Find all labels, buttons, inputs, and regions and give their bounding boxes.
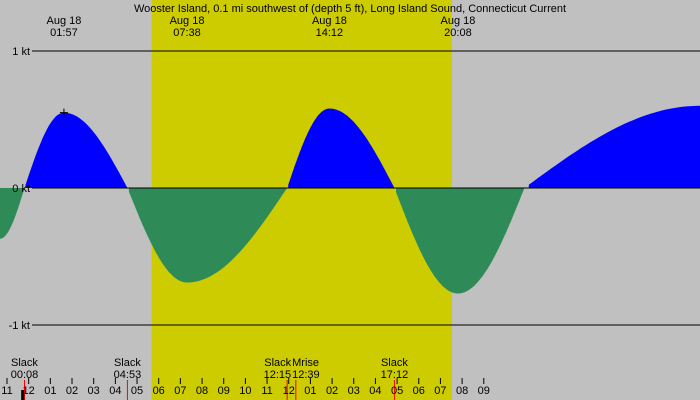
event-time-label: 17:12 <box>381 369 409 381</box>
x-tick-label: 03 <box>88 385 100 397</box>
flood-area <box>288 108 395 188</box>
y-tick-label: 1 kt <box>12 46 30 58</box>
x-tick-label: 06 <box>413 385 425 397</box>
x-tick-label: 05 <box>391 385 403 397</box>
current-curve <box>0 105 700 294</box>
peak-time-label: 01:57 <box>50 27 78 39</box>
ebb-area <box>0 188 25 239</box>
flood-area <box>528 105 700 188</box>
x-axis-ticks: 11 12 01 02 03 04 05 06 07 08 09 10 11 12 01 02 03 04 05 06… <box>1 378 490 400</box>
x-tick-label: 05 <box>131 385 143 397</box>
peak-time-label: 20:08 <box>444 27 472 39</box>
x-tick-label: 11 <box>1 385 12 397</box>
flood-area <box>25 112 128 188</box>
x-tick-label: 09 <box>218 385 230 397</box>
event-name-label: Slack <box>114 357 141 369</box>
x-tick-label: 01 <box>304 385 316 397</box>
y-tick-label: 0 kt <box>12 183 30 195</box>
peak-marker <box>59 108 68 117</box>
x-tick-label: 04 <box>109 385 121 397</box>
x-tick-label: 02 <box>326 385 338 397</box>
event-name-label: Slack <box>381 357 408 369</box>
event-name-label: Mrise <box>292 357 319 369</box>
x-tick-label: 11 <box>261 385 272 397</box>
x-tick-label: 04 <box>369 385 381 397</box>
x-tick-label: 01 <box>44 385 56 397</box>
event-time-label: 12:39 <box>292 369 320 381</box>
peak-date-label: Aug 18 <box>170 15 205 27</box>
x-tick-label: 12 <box>23 385 35 397</box>
x-tick-label: 02 <box>66 385 78 397</box>
ebb-area <box>396 188 525 294</box>
x-tick-label: 03 <box>348 385 360 397</box>
x-tick-label: 12 <box>283 385 295 397</box>
x-tick-label: 08 <box>196 385 208 397</box>
event-time-label: 00:08 <box>11 369 39 381</box>
ebb-area <box>128 188 288 283</box>
chart-title: Wooster Island, 0.1 mi southwest of (dep… <box>134 3 566 15</box>
peak-date-label: Aug 18 <box>312 15 347 27</box>
x-tick-label: 08 <box>456 385 468 397</box>
y-gridlines: 1 kt 0 kt -1 kt <box>9 46 700 332</box>
x-tick-label: 07 <box>434 385 446 397</box>
x-tick-label: 07 <box>174 385 186 397</box>
peak-time-label: 07:38 <box>173 27 201 39</box>
event-name-label: Slack <box>11 357 38 369</box>
x-tick-label: 06 <box>153 385 165 397</box>
peak-date-label: Aug 18 <box>440 15 475 27</box>
event-time-label: 12:15 <box>264 369 292 381</box>
x-tick-label: 10 <box>239 385 251 397</box>
event-name-label: Slack <box>264 357 291 369</box>
event-time-label: 04:53 <box>114 369 142 381</box>
y-tick-label: -1 kt <box>9 320 30 332</box>
peak-time-label: 14:12 <box>316 27 344 39</box>
peak-date-label: Aug 18 <box>46 15 81 27</box>
x-tick-label: 09 <box>478 385 490 397</box>
